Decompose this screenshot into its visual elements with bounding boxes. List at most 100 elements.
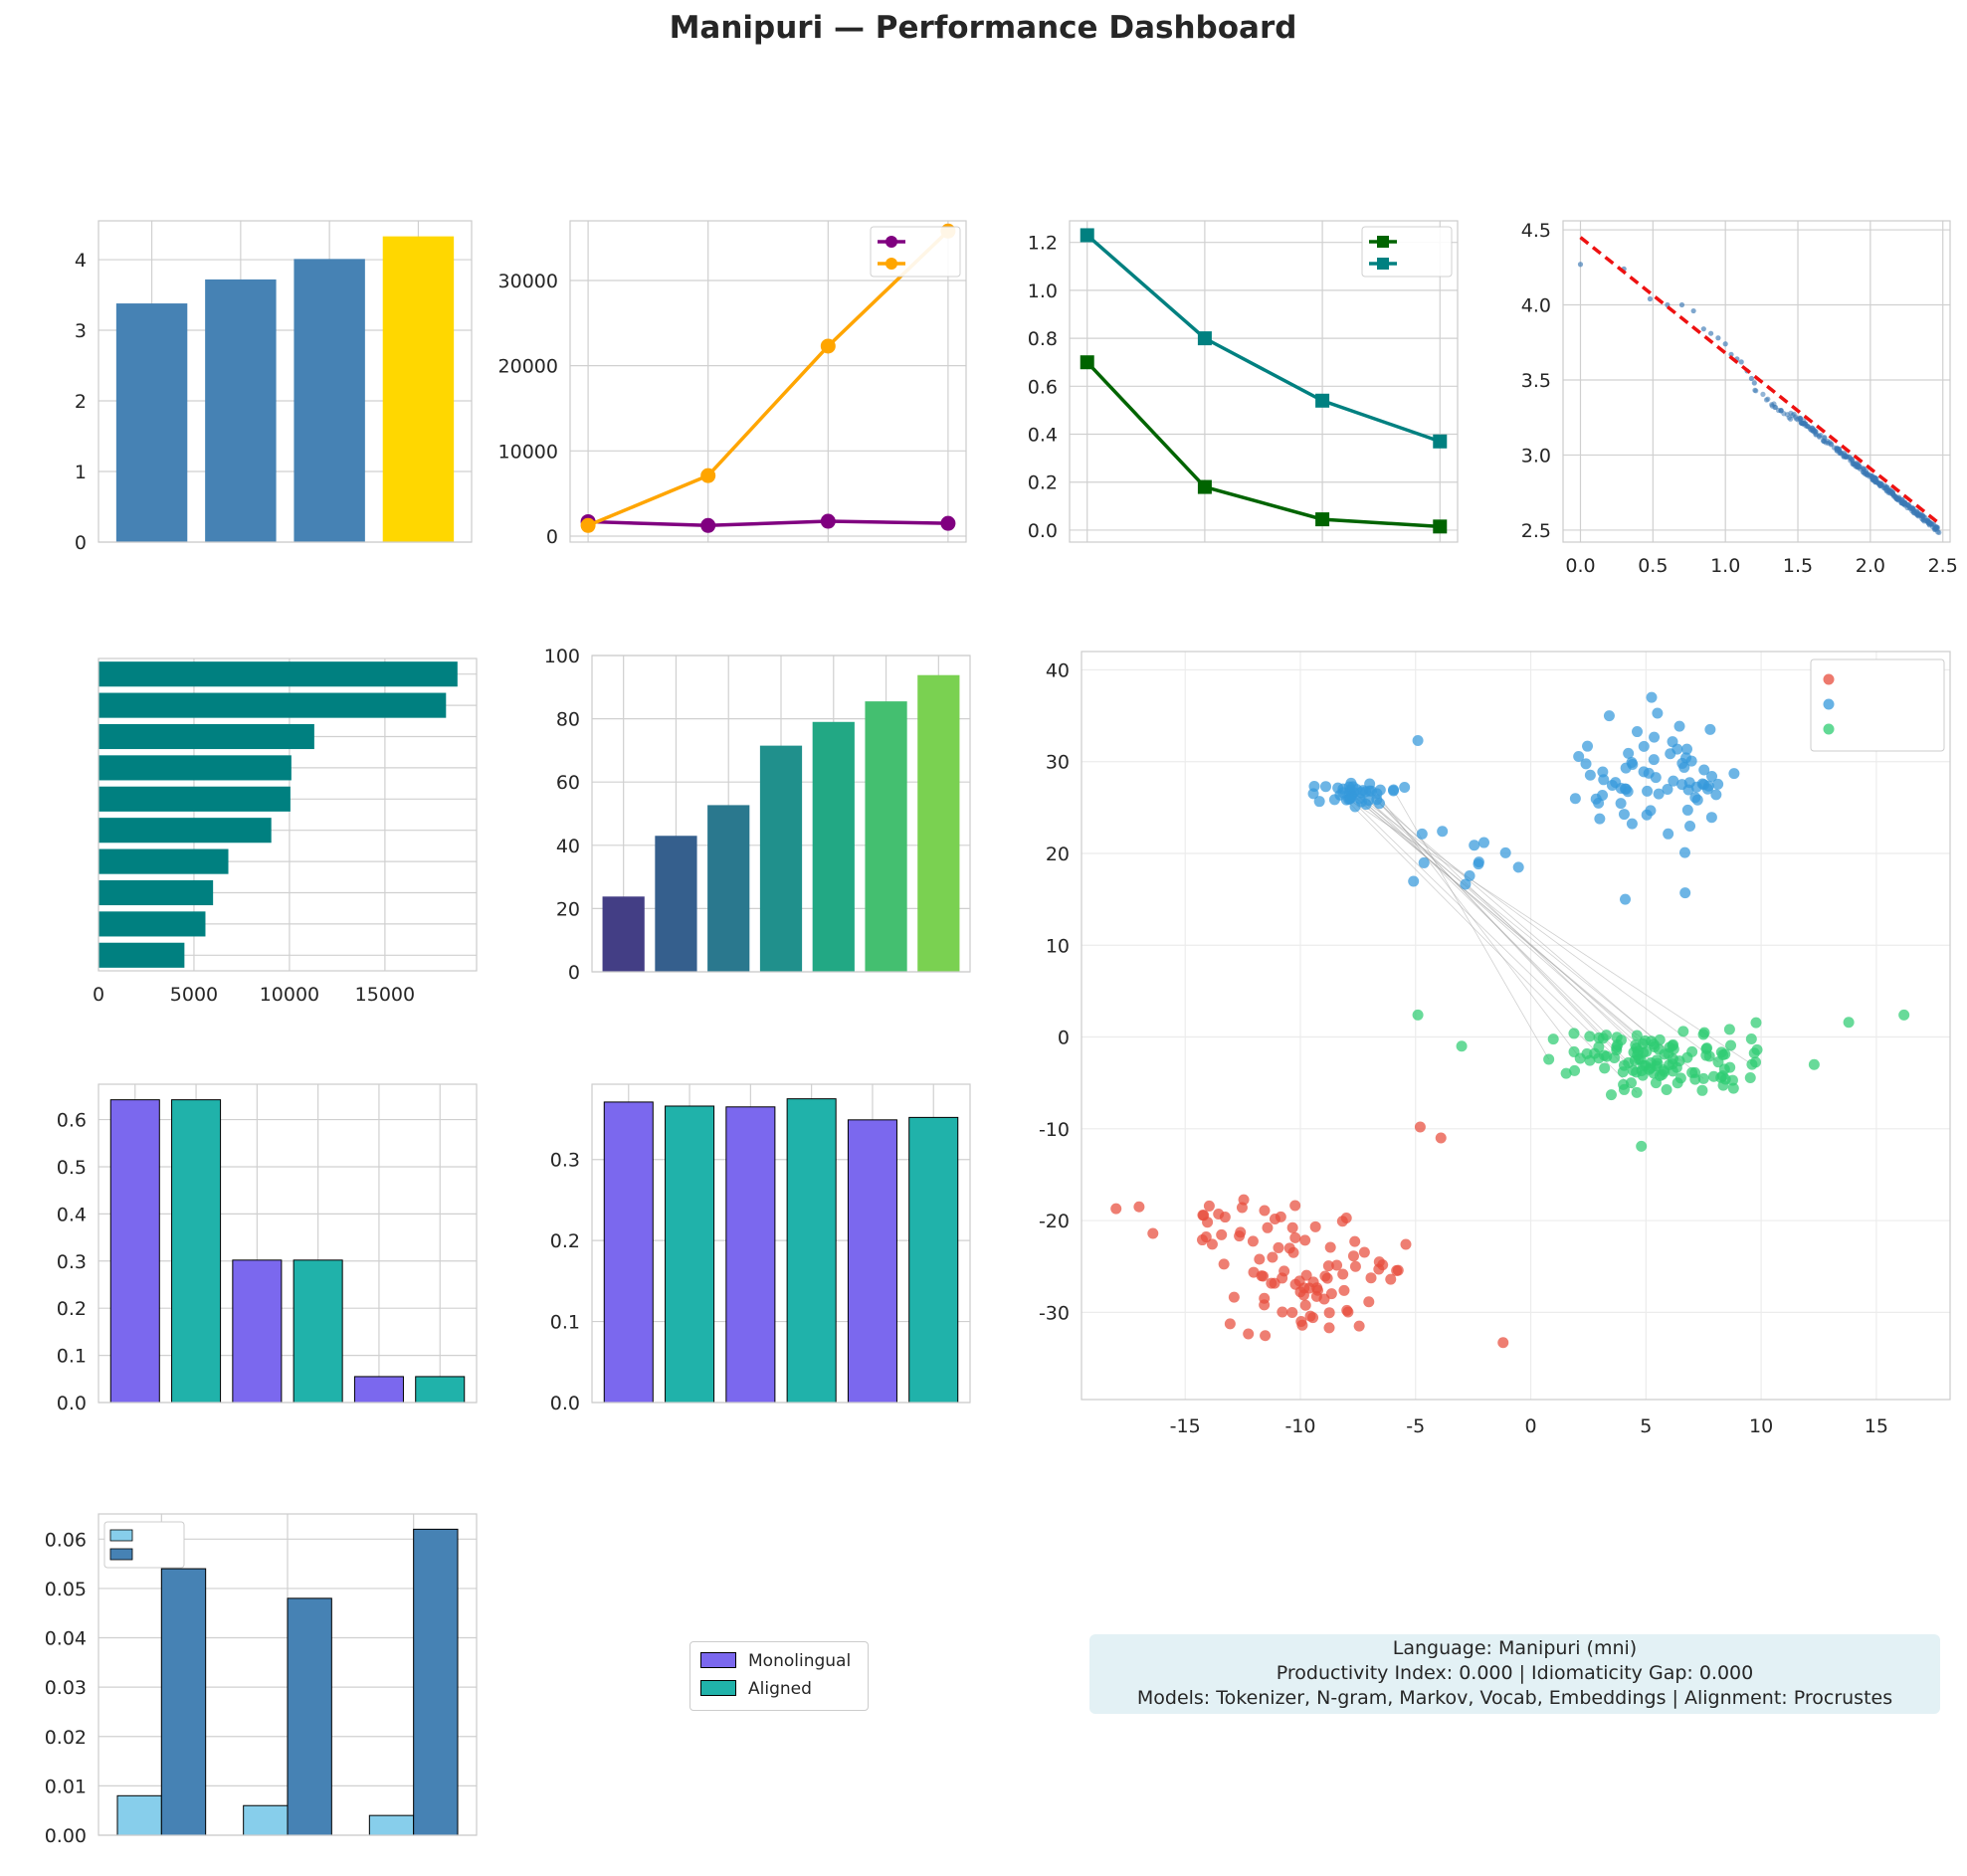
tsne-point-english bbox=[1631, 1086, 1643, 1098]
semantic_density-ytick: 0.0 bbox=[550, 1393, 580, 1414]
zipf-frame bbox=[1562, 220, 1951, 543]
tsne-point-aligned bbox=[1594, 813, 1606, 825]
alignment-ytick: 0.03 bbox=[45, 1677, 87, 1699]
markov-point-subw bbox=[1080, 228, 1094, 243]
isotropy-bar bbox=[415, 1376, 466, 1404]
tsne-point-aligned bbox=[1653, 788, 1665, 800]
semantic_density-ytick: 0.3 bbox=[550, 1150, 580, 1172]
tsne-alignment-line bbox=[1369, 790, 1658, 1066]
tsne-point-mono bbox=[1311, 1282, 1323, 1294]
zipf-point bbox=[1647, 295, 1654, 302]
zipf-point bbox=[1927, 519, 1933, 526]
top_words-frame bbox=[98, 657, 478, 972]
top_words-xtick: 10000 bbox=[260, 984, 319, 1006]
tsne-ytick: -10 bbox=[1039, 1119, 1070, 1141]
legend-label-mono: Monolingual bbox=[748, 1651, 852, 1671]
zipf-point bbox=[1817, 434, 1823, 440]
coverage-ytick: 20 bbox=[556, 898, 580, 920]
semantic_density-bar bbox=[603, 1101, 654, 1404]
alignment-frame bbox=[98, 1513, 478, 1836]
tsne-point-aligned bbox=[1344, 793, 1356, 805]
tsne-point-aligned bbox=[1690, 781, 1702, 793]
zipf-point bbox=[1873, 478, 1879, 484]
semantic_density-bar bbox=[786, 1098, 837, 1404]
tsne-point-aligned bbox=[1650, 772, 1662, 784]
top_words-bar bbox=[98, 755, 292, 781]
zipf-point bbox=[1784, 412, 1791, 418]
tsne-point-mono bbox=[1206, 1238, 1218, 1250]
zipf-xtick: 0.5 bbox=[1638, 555, 1668, 577]
alignment-ytick: 0.00 bbox=[45, 1825, 87, 1847]
zipf-ytick: 2.5 bbox=[1521, 520, 1551, 542]
coverage-bar bbox=[812, 721, 855, 972]
semantic_density-bar bbox=[665, 1105, 715, 1404]
alignment-ytick: 0.02 bbox=[45, 1727, 87, 1749]
ngram-point-word bbox=[940, 515, 956, 531]
alignment-ytick: 0.06 bbox=[45, 1529, 87, 1551]
ngram-ytick: 30000 bbox=[498, 271, 558, 292]
tsne-point-english bbox=[1697, 1029, 1709, 1040]
tsne-xtick: 15 bbox=[1865, 1415, 1888, 1437]
tsne-point-aligned bbox=[1313, 796, 1325, 808]
tsne-point-mono bbox=[1414, 1121, 1426, 1133]
isotropy-plot-area bbox=[98, 1084, 477, 1403]
markov-ytick: 0.0 bbox=[1028, 520, 1058, 542]
tsne-point-aligned bbox=[1689, 792, 1701, 804]
tsne-alignment-line bbox=[1368, 800, 1644, 1044]
tsne-point-english bbox=[1641, 1045, 1653, 1057]
tsne-point-mono bbox=[1273, 1241, 1284, 1253]
tsne-alignment-line bbox=[1350, 783, 1618, 1045]
tsne-point-aligned bbox=[1704, 723, 1716, 735]
tsne-point-mono bbox=[1347, 1250, 1359, 1262]
tsne-point-english bbox=[1574, 1052, 1586, 1064]
tokenizer-bar bbox=[294, 259, 365, 542]
tsne-point-mono bbox=[1203, 1200, 1215, 1212]
ngram-line-subw bbox=[587, 230, 950, 527]
isotropy-ytick: 0.3 bbox=[57, 1251, 87, 1273]
legend-aligned: Aligned bbox=[700, 1678, 812, 1700]
tsne-point-mono bbox=[1267, 1251, 1279, 1263]
tsne-point-aligned bbox=[1569, 793, 1581, 805]
legend-monolingual: Monolingual bbox=[700, 1650, 851, 1672]
tsne-point-mono bbox=[1299, 1299, 1311, 1311]
tsne-point-english bbox=[1625, 1077, 1637, 1089]
tsne-xtick: 0 bbox=[1525, 1415, 1537, 1437]
top_words-bar bbox=[98, 692, 447, 718]
tsne-point-english bbox=[1601, 1050, 1613, 1062]
tsne-alignment-line bbox=[1348, 799, 1753, 1065]
tsne-xtick: 10 bbox=[1749, 1415, 1773, 1437]
zipf-point bbox=[1916, 510, 1922, 517]
zipf-point bbox=[1690, 307, 1696, 314]
alignment-bar-R10 bbox=[287, 1597, 332, 1836]
tokenizer-ytick: 1 bbox=[75, 462, 87, 483]
tsne-point-mono bbox=[1336, 1216, 1348, 1227]
tsne-point-aligned bbox=[1412, 735, 1424, 747]
zipf-point bbox=[1787, 416, 1794, 422]
zipf-xtick: 1.5 bbox=[1783, 555, 1813, 577]
tsne-point-aligned bbox=[1590, 793, 1602, 805]
tsne-alignment-line bbox=[1376, 793, 1581, 1059]
isotropy-bar bbox=[232, 1259, 283, 1404]
tsne-point-mono bbox=[1338, 1284, 1350, 1296]
ngram-legend bbox=[870, 226, 961, 278]
tsne-point-english bbox=[1632, 1045, 1644, 1057]
tsne-alignment-line bbox=[1351, 794, 1677, 1068]
tsne-legend bbox=[1810, 658, 1945, 752]
markov-ytick: 0.2 bbox=[1028, 472, 1058, 494]
zipf-point bbox=[1878, 481, 1884, 487]
tsne-point-aligned bbox=[1701, 783, 1713, 795]
tsne-point-english bbox=[1723, 1024, 1735, 1035]
markov-point-word bbox=[1433, 519, 1448, 534]
tsne-point-aligned bbox=[1347, 781, 1359, 793]
top_words-bar bbox=[98, 879, 214, 906]
isotropy-bar bbox=[171, 1099, 222, 1404]
tsne-point-aligned bbox=[1680, 752, 1692, 764]
zipf-point bbox=[1708, 330, 1714, 336]
zipf-fit-line bbox=[1579, 236, 1941, 526]
tsne-point-mono bbox=[1279, 1265, 1290, 1277]
zipf-point bbox=[1760, 391, 1766, 397]
zipf-point bbox=[1678, 301, 1685, 308]
tsne-point-english bbox=[1681, 1051, 1693, 1063]
tokenizer-ytick: 3 bbox=[75, 320, 87, 342]
tsne-xtick: -15 bbox=[1170, 1415, 1201, 1437]
